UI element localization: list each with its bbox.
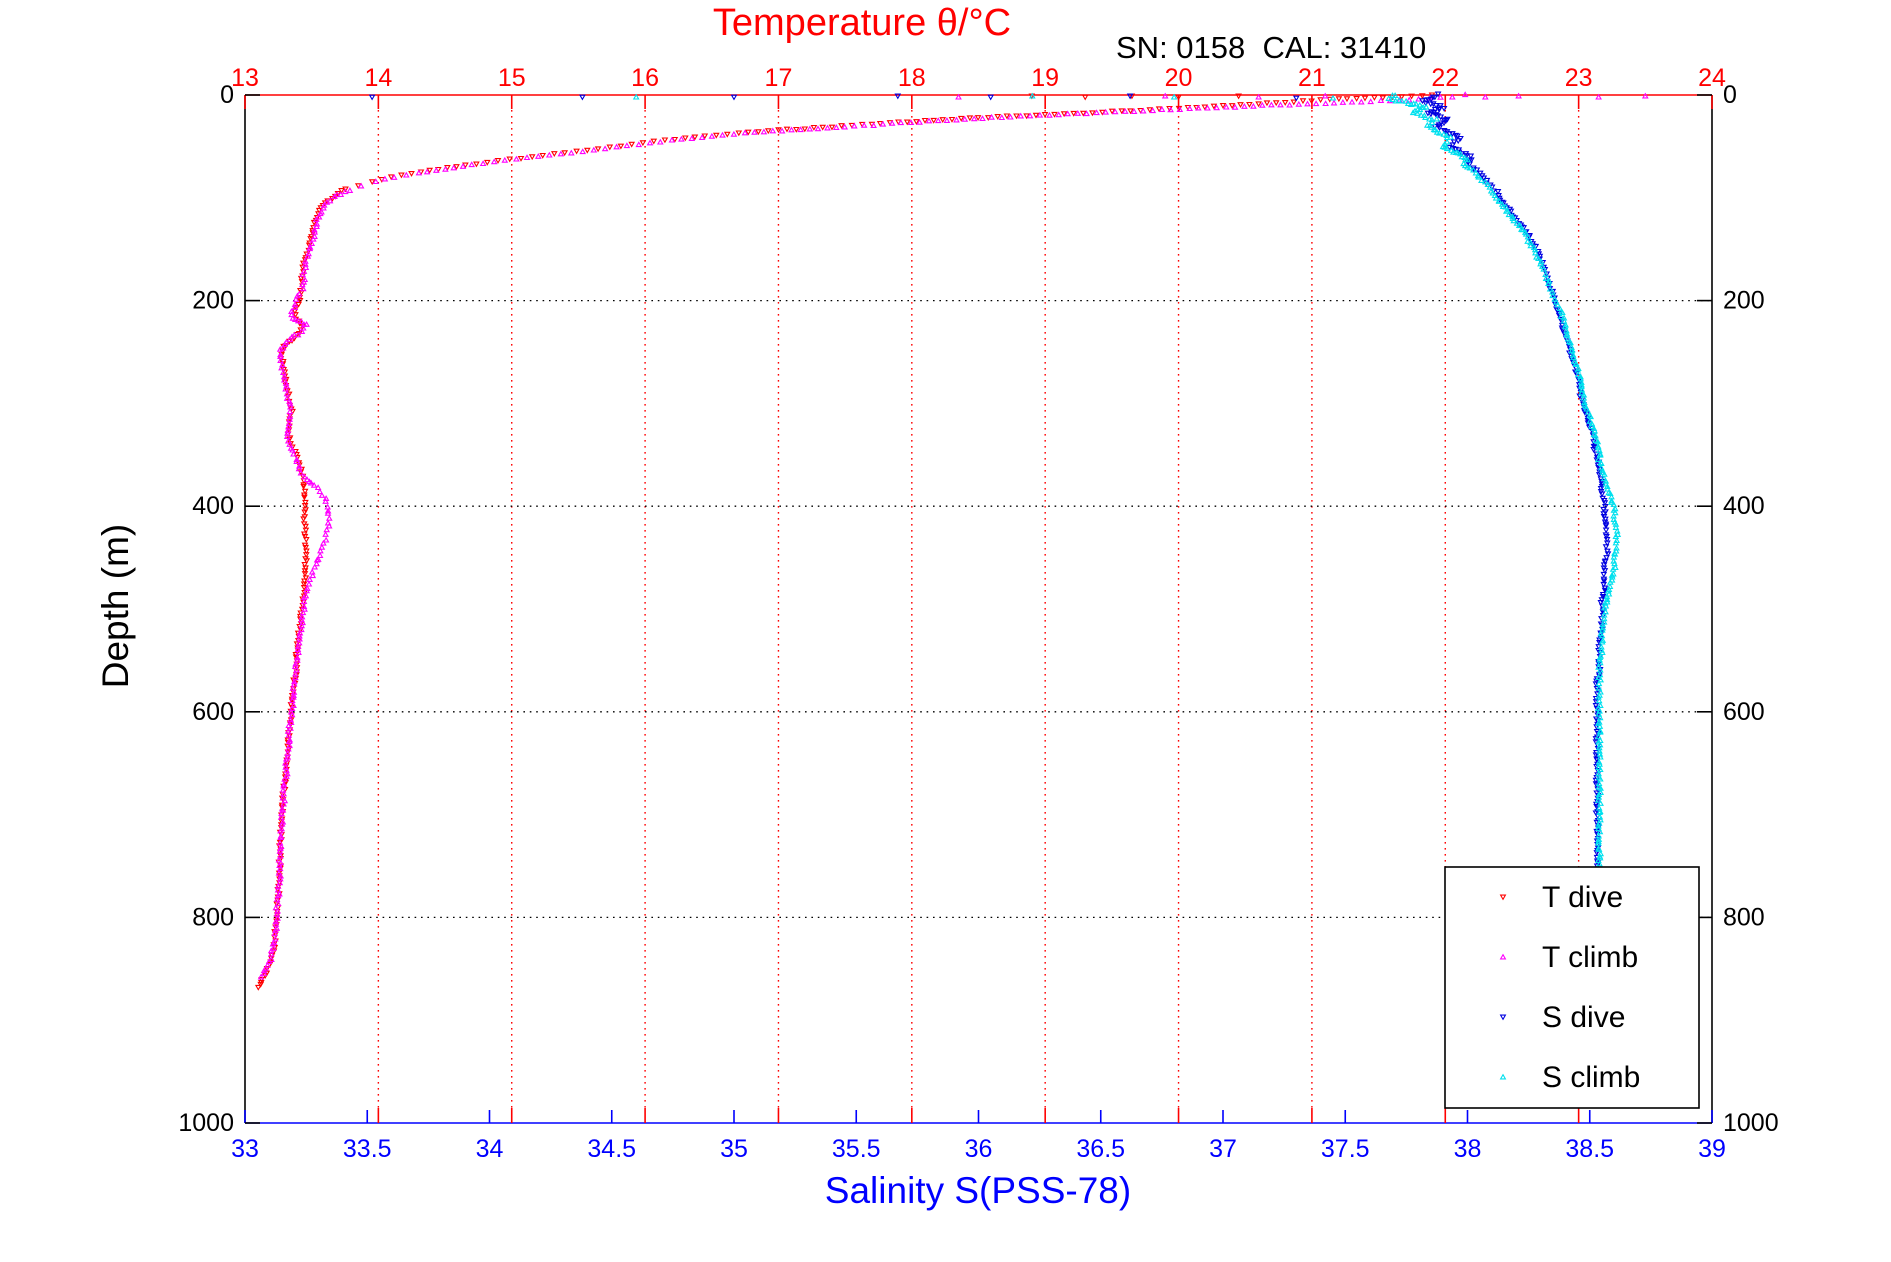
bottom-tick-label: 34 <box>476 1135 504 1163</box>
top-tick-label: 21 <box>1298 64 1326 92</box>
right-tick-label: 600 <box>1723 698 1765 726</box>
series-t-climb <box>257 91 1649 980</box>
right-tick-label: 400 <box>1723 492 1765 520</box>
legend-marker-t-dive <box>1499 894 1507 901</box>
top-tick-label: 19 <box>1031 64 1059 92</box>
left-tick-label: 0 <box>220 81 234 109</box>
bottom-tick-label: 34.5 <box>587 1135 636 1163</box>
x-axis-label-bottom: Salinity S(PSS-78) <box>824 1170 1132 1211</box>
legend-label-s-dive: S dive <box>1542 1001 1625 1034</box>
left-tick-label: 800 <box>192 903 234 931</box>
left-tick-label: 600 <box>192 698 234 726</box>
gridlines <box>261 110 1710 1108</box>
bottom-tick-label: 36 <box>965 1135 993 1163</box>
chart-subtitle: SN: 0158 CAL: 31410 <box>1116 30 1427 65</box>
left-tick-label: 400 <box>192 492 234 520</box>
top-tick-label: 23 <box>1565 64 1593 92</box>
legend-label-t-dive: T dive <box>1542 881 1623 914</box>
legend-label-t-climb: T climb <box>1542 941 1638 974</box>
bottom-tick-label: 37 <box>1209 1135 1237 1163</box>
series-s-climb <box>632 92 1622 867</box>
left-tick-label: 1000 <box>178 1109 234 1137</box>
bottom-tick-label: 39 <box>1698 1135 1726 1163</box>
top-tick-label: 17 <box>765 64 793 92</box>
bottom-tick-label: 38 <box>1454 1135 1482 1163</box>
right-tick-label: 1000 <box>1723 1109 1779 1137</box>
legend-marker-s-climb <box>1499 1073 1507 1080</box>
bottom-tick-label: 36.5 <box>1076 1135 1125 1163</box>
top-tick-label: 16 <box>631 64 659 92</box>
top-tick-label: 18 <box>898 64 926 92</box>
axes: 13 14 15 16 17 18 19 20 21 22 23 24 33 33.5 34 34.5 35 35… <box>178 64 1778 1163</box>
top-tick-label: 13 <box>231 64 259 92</box>
series-s-dive <box>368 91 1612 870</box>
left-tick-label: 200 <box>192 287 234 315</box>
bottom-tick-label: 33 <box>231 1135 259 1163</box>
top-tick-label: 20 <box>1165 64 1193 92</box>
right-tick-label: 0 <box>1723 81 1737 109</box>
legend: T dive T climb S dive S climb <box>1444 866 1700 1109</box>
top-tick-label: 15 <box>498 64 526 92</box>
top-tick-label: 14 <box>364 64 392 92</box>
y-axis-label: Depth (m) <box>95 523 136 689</box>
bottom-tick-label: 37.5 <box>1321 1135 1370 1163</box>
top-tick-label: 24 <box>1698 64 1726 92</box>
legend-marker-t-climb <box>1499 953 1507 960</box>
bottom-tick-label: 38.5 <box>1565 1135 1614 1163</box>
right-tick-label: 800 <box>1723 903 1765 931</box>
bottom-tick-label: 35.5 <box>832 1135 881 1163</box>
legend-label-s-climb: S climb <box>1542 1061 1640 1094</box>
bottom-tick-label: 33.5 <box>343 1135 392 1163</box>
chart-title: Temperature θ/°C <box>712 2 1012 44</box>
right-tick-label: 200 <box>1723 287 1765 315</box>
series-t-dive <box>254 92 1436 991</box>
top-tick-label: 22 <box>1431 64 1459 92</box>
legend-marker-s-dive <box>1499 1014 1507 1021</box>
bottom-tick-label: 35 <box>720 1135 748 1163</box>
